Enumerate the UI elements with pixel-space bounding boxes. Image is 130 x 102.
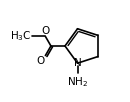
Text: H$_3$C: H$_3$C [10, 29, 32, 43]
Text: NH$_2$: NH$_2$ [67, 75, 88, 89]
Text: O: O [41, 26, 50, 36]
Text: N: N [74, 58, 81, 68]
Text: O: O [36, 56, 44, 66]
